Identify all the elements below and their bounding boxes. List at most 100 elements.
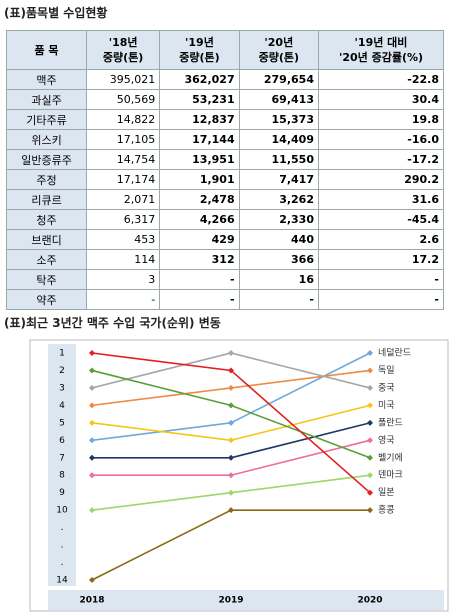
table-cell: 16 <box>238 269 319 290</box>
series-label: 덴마크 <box>378 470 403 481</box>
point <box>89 402 95 409</box>
table-row: 브랜디 453 429 440 2.6 <box>5 229 445 250</box>
table-row: 약주 - - - - <box>5 289 445 310</box>
point <box>367 507 373 514</box>
table-row: 주정 17,174 1,901 7,417 290.2 <box>5 169 445 190</box>
table-cell: -22.8 <box>317 69 445 90</box>
y-tick-label: . <box>61 523 64 533</box>
table-cell: 3 <box>86 269 161 290</box>
table-cell: -17.2 <box>317 149 445 170</box>
point <box>367 384 373 391</box>
table-cell: 위스키 <box>5 129 88 150</box>
y-tick-label: 7 <box>59 453 65 463</box>
point <box>89 350 95 356</box>
table-cell: 395,021 <box>86 69 161 90</box>
x-tick-label: 2019 <box>218 596 243 606</box>
table-cell: 약주 <box>5 289 88 310</box>
table-cell: - <box>86 289 161 310</box>
table-cell: 17.2 <box>317 249 445 270</box>
point <box>89 437 95 444</box>
table-cell: 1,901 <box>159 169 240 190</box>
table-cell: 과실주 <box>5 89 88 110</box>
point <box>367 419 373 426</box>
series-label: 독일 <box>378 365 395 376</box>
table-cell: 2,071 <box>86 189 161 210</box>
point <box>367 402 373 409</box>
point <box>367 472 373 479</box>
y-tick-label: . <box>61 541 64 551</box>
y-tick-label: 2 <box>59 366 65 376</box>
year-band <box>48 590 444 610</box>
y-tick-label: 6 <box>59 436 65 446</box>
table-cell: 소주 <box>5 249 88 270</box>
series-label: 네덜란드 <box>378 347 411 359</box>
rank-band <box>48 344 76 586</box>
table-cell: 114 <box>86 249 161 270</box>
table-cell: 31.6 <box>317 189 445 210</box>
table-cell: 브랜디 <box>5 229 88 250</box>
point <box>89 367 95 374</box>
series-label: 홍콩 <box>378 504 395 516</box>
y-tick-label: . <box>61 558 64 568</box>
table-cell: 312 <box>159 249 240 270</box>
table-cell: 6,317 <box>86 209 161 230</box>
point <box>228 367 234 374</box>
table-cell: 366 <box>238 249 319 270</box>
header-cell: 품 목 <box>5 30 88 70</box>
header-cell: '20년 중량(톤) <box>238 30 319 70</box>
point <box>367 350 373 356</box>
point <box>89 454 95 461</box>
table-cell: 17,144 <box>159 129 240 150</box>
table-cell: 50,569 <box>86 89 161 110</box>
table-cell: 리큐르 <box>5 189 88 210</box>
table-cell: 14,822 <box>86 109 161 130</box>
y-tick-label: 8 <box>59 471 65 481</box>
table-cell: 맥주 <box>5 69 88 90</box>
table-cell: 3,262 <box>238 189 319 210</box>
point <box>367 454 373 461</box>
point <box>367 489 373 496</box>
point <box>228 454 234 461</box>
table-cell: 2,478 <box>159 189 240 210</box>
point <box>367 367 373 374</box>
table-cell: - <box>159 289 240 310</box>
point <box>89 507 95 514</box>
header-cell: '19년 대비 '20년 증감률(%) <box>317 30 445 70</box>
table-cell: 53,231 <box>159 89 240 110</box>
table-cell: - <box>238 289 319 310</box>
table-cell: - <box>159 269 240 290</box>
series-label: 일본 <box>378 487 395 498</box>
table-cell: 290.2 <box>317 169 445 190</box>
point <box>228 489 234 496</box>
y-tick-label: 1 <box>59 349 65 359</box>
chart: 1 2 3 4 5 6 7 8 9 10... 14 2018 2019 2020 네덜란드독일중국미국폴란… <box>29 339 449 612</box>
y-tick-label: 5 <box>59 418 65 428</box>
table-cell: 4,266 <box>159 209 240 230</box>
table-cell: 19.8 <box>317 109 445 130</box>
point <box>89 384 95 391</box>
chart-title: (표)최근 3년간 맥주 수입 국가(순위) 변동 <box>4 316 221 330</box>
point <box>228 350 234 356</box>
table-row: 맥주 395,021 362,027 279,654 -22.8 <box>5 69 445 90</box>
table-cell: 13,951 <box>159 149 240 170</box>
series-label: 미국 <box>378 400 395 411</box>
table-cell: 탁주 <box>5 269 88 290</box>
point <box>367 437 373 444</box>
header-row: 품 목 '18년 중량(톤) '19년 중량(톤) '20년 중량(톤) '19년 대비… <box>5 30 445 70</box>
series-label: 중국 <box>378 382 395 393</box>
y-tick-label: 3 <box>59 383 65 393</box>
table-row: 리큐르 2,071 2,478 3,262 31.6 <box>5 189 445 210</box>
point <box>228 472 234 479</box>
table-cell: 2.6 <box>317 229 445 250</box>
point <box>89 419 95 426</box>
table-cell: 14,409 <box>238 129 319 150</box>
table-row: 위스키 17,105 17,144 14,409 -16.0 <box>5 129 445 150</box>
point <box>228 437 234 444</box>
table-row: 기타주류 14,822 12,837 15,373 19.8 <box>5 109 445 130</box>
table-cell: 7,417 <box>238 169 319 190</box>
table-cell: -16.0 <box>317 129 445 150</box>
point <box>228 384 234 391</box>
table-row: 과실주 50,569 53,231 69,413 30.4 <box>5 89 445 110</box>
table-cell: -45.4 <box>317 209 445 230</box>
